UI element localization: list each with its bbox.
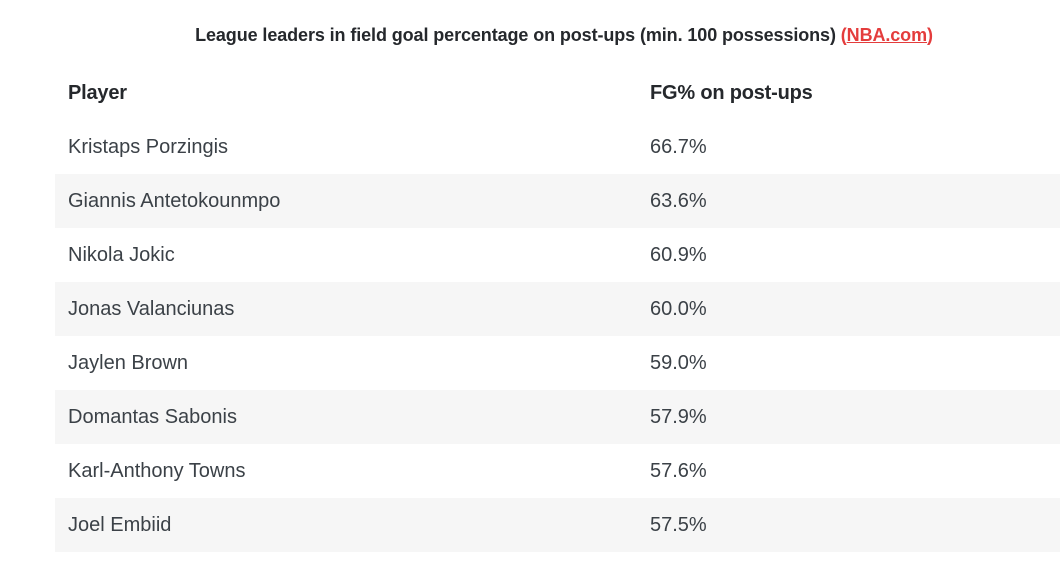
fg-pct-value: 59.0% (650, 351, 707, 374)
title-open-paren: ( (840, 25, 847, 45)
player-name: Joel Embiid (68, 513, 172, 536)
player-name: Nikola Jokic (68, 243, 175, 266)
fg-pct-value: 57.5% (650, 513, 707, 536)
table-row: Joel Embiid 57.5% (55, 498, 1060, 552)
column-header-player: Player (68, 81, 127, 104)
fg-pct-value: 60.9% (650, 243, 707, 266)
fg-pct-value: 57.9% (650, 405, 707, 428)
table-row: Giannis Antetokounmpo 63.6% (55, 174, 1060, 228)
table-row: Jaylen Brown 59.0% (55, 336, 1060, 390)
table-row: Domantas Sabonis 57.9% (55, 390, 1060, 444)
table-row: Jonas Valanciunas 60.0% (55, 282, 1060, 336)
player-name: Jaylen Brown (68, 351, 189, 374)
column-header-fg-pct: FG% on post-ups (650, 81, 813, 104)
player-name: Giannis Antetokounmpo (68, 189, 281, 212)
nba-com-link[interactable]: NBA.com (846, 25, 927, 45)
table-row: Nikola Jokic 60.9% (55, 228, 1060, 282)
fg-pct-value: 63.6% (650, 189, 707, 212)
table-row: Karl-Anthony Towns 57.6% (55, 444, 1060, 498)
page-title: League leaders in field goal percentage … (195, 25, 933, 45)
fg-pct-value: 57.6% (650, 459, 707, 482)
leaders-table: Player FG% on post-ups Kristaps Porzingi… (55, 66, 1060, 552)
table-row: Kristaps Porzingis 66.7% (55, 120, 1060, 174)
player-name: Jonas Valanciunas (68, 297, 235, 320)
title-close-paren: ) (926, 25, 933, 45)
fg-pct-value: 66.7% (650, 135, 707, 158)
title-text: League leaders in field goal percentage … (195, 25, 836, 45)
player-name: Karl-Anthony Towns (68, 459, 246, 482)
player-name: Kristaps Porzingis (68, 135, 229, 158)
table-body: Kristaps Porzingis 66.7% Giannis Antetokou… (55, 120, 1060, 552)
title-band: League leaders in field goal percentage … (68, 0, 1060, 46)
table-header-row: Player FG% on post-ups (55, 66, 1060, 120)
fg-pct-value: 60.0% (650, 297, 707, 320)
player-name: Domantas Sabonis (68, 405, 237, 428)
